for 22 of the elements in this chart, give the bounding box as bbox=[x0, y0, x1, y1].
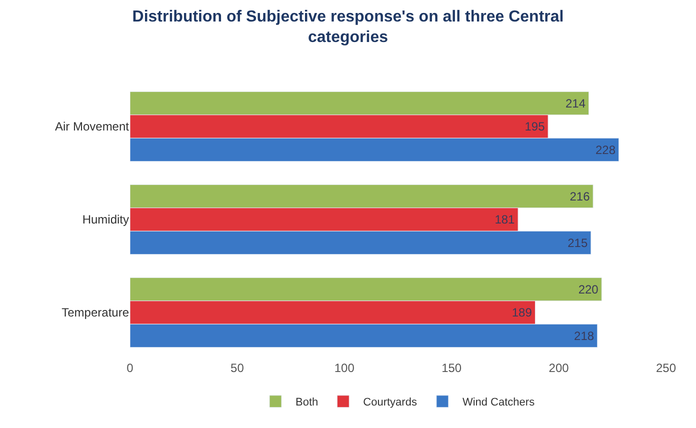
y-tick-label: Air Movement bbox=[54, 120, 130, 134]
x-tick-label: 150 bbox=[442, 361, 462, 375]
data-label: 218 bbox=[574, 328, 594, 343]
y-tick-label: Temperature bbox=[62, 306, 130, 320]
legend-label: Courtyards bbox=[363, 396, 418, 409]
x-tick-label: 100 bbox=[334, 361, 355, 375]
legend-label: Wind Catchers bbox=[462, 396, 536, 409]
data-label: 215 bbox=[568, 236, 588, 250]
data-label: 195 bbox=[524, 120, 546, 134]
data-label: 216 bbox=[570, 189, 590, 204]
data-label: 228 bbox=[595, 142, 616, 157]
x-tick-label: 250 bbox=[656, 361, 676, 375]
data-label: 181 bbox=[494, 212, 516, 227]
y-tick-label: Humidity bbox=[82, 212, 129, 227]
data-label: 189 bbox=[512, 306, 532, 320]
legend-label: Both bbox=[296, 396, 318, 409]
x-tick-label: 0 bbox=[126, 361, 134, 375]
data-label: 214 bbox=[565, 96, 586, 110]
chart-title: Distribution of Subjective response's on all three Central categories bbox=[132, 8, 564, 46]
x-tick-label: 200 bbox=[548, 361, 570, 375]
data-label: 220 bbox=[578, 282, 599, 296]
x-tick-label: 50 bbox=[230, 361, 244, 375]
